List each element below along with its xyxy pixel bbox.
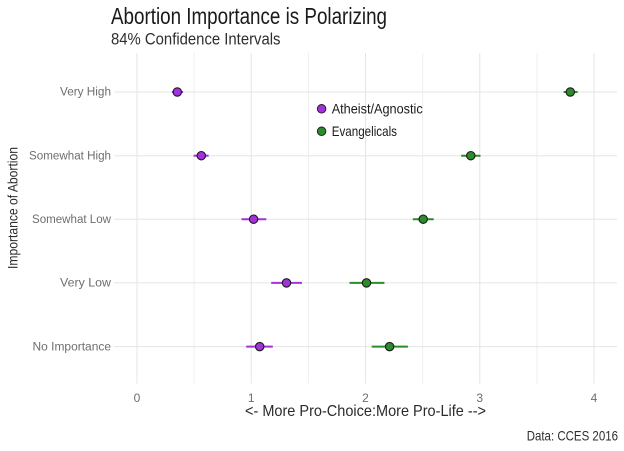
svg-text:3: 3 [476,391,483,405]
svg-text:Very Low: Very Low [60,278,112,290]
svg-text:<- More Pro-Choice:More Pro-Li: <- More Pro-Choice:More Pro-Life --> [245,403,486,420]
svg-text:0: 0 [134,391,141,405]
svg-text:Evangelicals: Evangelicals [332,123,397,139]
svg-text:Atheist/Agnostic: Atheist/Agnostic [332,101,423,117]
svg-text:1: 1 [248,391,255,405]
svg-text:2: 2 [362,391,369,405]
svg-text:Abortion Importance is Polariz: Abortion Importance is Polarizing [111,3,387,29]
svg-text:Somewhat High: Somewhat High [29,150,111,162]
svg-text:Data: CCES 2016: Data: CCES 2016 [527,428,618,444]
svg-text:Very High: Very High [60,87,111,99]
svg-text:Somewhat Low: Somewhat Low [32,214,112,226]
svg-text:84% Confidence Intervals: 84% Confidence Intervals [111,31,281,49]
svg-text:No Importance: No Importance [33,341,112,353]
svg-text:Importance of Abortion: Importance of Abortion [6,147,21,269]
svg-text:4: 4 [591,391,598,405]
